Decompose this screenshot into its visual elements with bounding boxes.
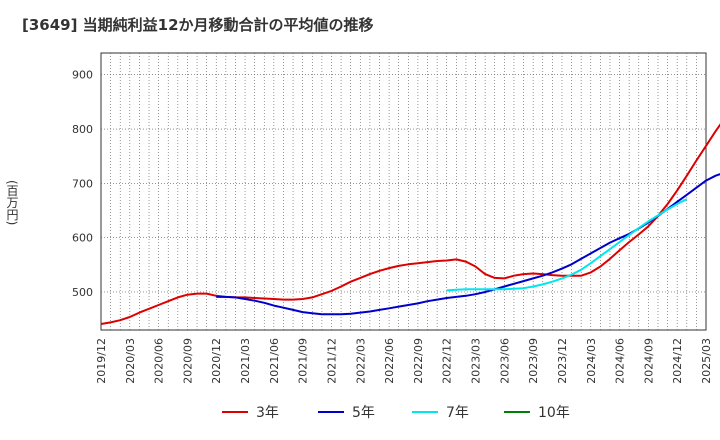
- x-tick-label: 2021/03: [239, 338, 252, 384]
- x-tick-label: 2024/03: [585, 338, 598, 384]
- line-chart: 500 600 700 800 900 2019/12 2020/03 2020/06 2020…: [72, 52, 720, 384]
- x-tick-label: 2023/09: [527, 338, 540, 384]
- legend-swatch-10y: [504, 411, 530, 413]
- legend: 3年 5年 7年 10年: [0, 402, 720, 428]
- x-tick-label: 2021/12: [325, 338, 338, 384]
- y-tick-label: 500: [72, 286, 93, 299]
- x-tick-label: 2024/09: [642, 338, 655, 384]
- x-tick-label: 2023/06: [498, 338, 511, 384]
- x-tick-label: 2022/09: [412, 338, 425, 384]
- x-tick-label: 2020/09: [181, 338, 194, 384]
- x-tick-label: 2024/12: [671, 338, 684, 384]
- x-tick-label: 2020/06: [153, 338, 166, 384]
- legend-item-10y: 10年: [504, 402, 570, 422]
- y-tick-label: 800: [72, 123, 93, 136]
- y-tick-label: 900: [72, 69, 93, 82]
- x-tick-label: 2021/09: [297, 338, 310, 384]
- series-line-3y: [100, 123, 720, 325]
- legend-label-7y: 7年: [446, 405, 469, 421]
- series-line-7y: [446, 198, 688, 292]
- x-tick-label: 2019/12: [95, 338, 108, 384]
- y-tick-label: 700: [72, 177, 93, 190]
- legend-label-3y: 3年: [256, 405, 279, 421]
- legend-item-5y: 5年: [318, 402, 375, 422]
- legend-label-10y: 10年: [538, 405, 570, 421]
- x-tick-label: 2023/03: [470, 338, 483, 384]
- legend-item-7y: 7年: [412, 402, 469, 422]
- x-tick-label: 2022/03: [354, 338, 367, 384]
- plot-area: [100, 52, 707, 331]
- x-tick-label: 2024/06: [614, 338, 627, 384]
- x-tick-label: 2022/12: [441, 338, 454, 384]
- x-tick-label: 2022/06: [383, 338, 396, 384]
- legend-swatch-5y: [318, 411, 344, 413]
- series-line-5y: [216, 173, 720, 316]
- legend-swatch-7y: [412, 411, 438, 413]
- x-tick-label: 2023/12: [556, 338, 569, 384]
- chart-title: [3649] 当期純利益12か月移動合計の平均値の推移: [22, 16, 374, 34]
- x-tick-label: 2025/03: [700, 338, 713, 384]
- x-tick-label: 2021/06: [268, 338, 281, 384]
- x-tick-label: 2020/03: [124, 338, 137, 384]
- legend-item-3y: 3年: [222, 402, 279, 422]
- y-axis-label: (百万円): [5, 180, 19, 226]
- y-tick-label: 600: [72, 232, 93, 245]
- x-tick-label: 2020/12: [210, 338, 223, 384]
- legend-label-5y: 5年: [352, 405, 375, 421]
- legend-swatch-3y: [222, 411, 248, 413]
